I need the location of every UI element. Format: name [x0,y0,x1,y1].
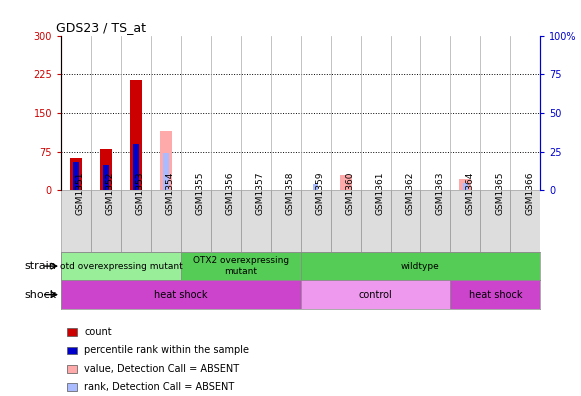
Text: value, Detection Call = ABSENT: value, Detection Call = ABSENT [84,364,239,374]
Bar [462,183,468,190]
Text: percentile rank within the sample: percentile rank within the sample [84,345,249,356]
Text: GSM1358: GSM1358 [286,172,295,215]
Text: GSM1356: GSM1356 [226,172,235,215]
Bar [510,190,540,252]
Bar [301,252,540,280]
Bar [91,190,121,252]
Text: OTX2 overexpressing
mutant: OTX2 overexpressing mutant [193,257,289,276]
Text: GSM1353: GSM1353 [136,172,145,215]
Bar [61,252,181,280]
Bar [301,280,450,309]
Text: rank, Detection Call = ABSENT: rank, Detection Call = ABSENT [84,382,235,392]
Text: heat shock: heat shock [154,289,207,300]
Bar [331,190,361,252]
Bar [301,190,331,252]
Bar [211,190,241,252]
Text: otd overexpressing mutant: otd overexpressing mutant [59,262,182,270]
Text: GSM1361: GSM1361 [375,172,385,215]
Text: GSM1364: GSM1364 [465,172,475,215]
Text: GSM1352: GSM1352 [106,172,115,215]
Bar [450,190,480,252]
Bar [340,175,352,190]
Text: GSM1354: GSM1354 [166,172,175,215]
Bar [421,190,450,252]
Text: strain: strain [24,261,56,271]
Bar [130,80,142,190]
Bar [313,184,318,190]
Text: GSM1363: GSM1363 [436,172,444,215]
Bar [390,190,421,252]
Bar [181,190,211,252]
Text: GSM1365: GSM1365 [496,172,504,215]
Text: wildtype: wildtype [401,262,440,270]
Text: GSM1359: GSM1359 [315,172,325,215]
Text: GSM1366: GSM1366 [525,172,535,215]
Text: control: control [358,289,392,300]
Text: GSM1362: GSM1362 [406,172,414,215]
Bar [241,190,271,252]
Bar [73,162,78,190]
Bar [361,190,390,252]
Bar [460,179,471,190]
Bar [70,158,82,190]
Text: GSM1360: GSM1360 [346,172,354,215]
Bar [480,190,510,252]
Bar [450,280,540,309]
Text: GDS23 / TS_at: GDS23 / TS_at [56,21,146,34]
Bar [103,165,109,190]
Bar [61,280,301,309]
Text: heat shock: heat shock [469,289,522,300]
Bar [163,153,168,190]
Bar [181,252,301,280]
Text: GSM1355: GSM1355 [196,172,205,215]
Bar [133,144,139,190]
Text: GSM1357: GSM1357 [256,172,265,215]
Text: count: count [84,327,112,337]
Bar [121,190,151,252]
Bar [271,190,301,252]
Text: shock: shock [24,289,56,300]
Bar [61,190,91,252]
Bar [151,190,181,252]
Bar [160,131,172,190]
Bar [100,149,112,190]
Text: GSM1351: GSM1351 [76,172,85,215]
